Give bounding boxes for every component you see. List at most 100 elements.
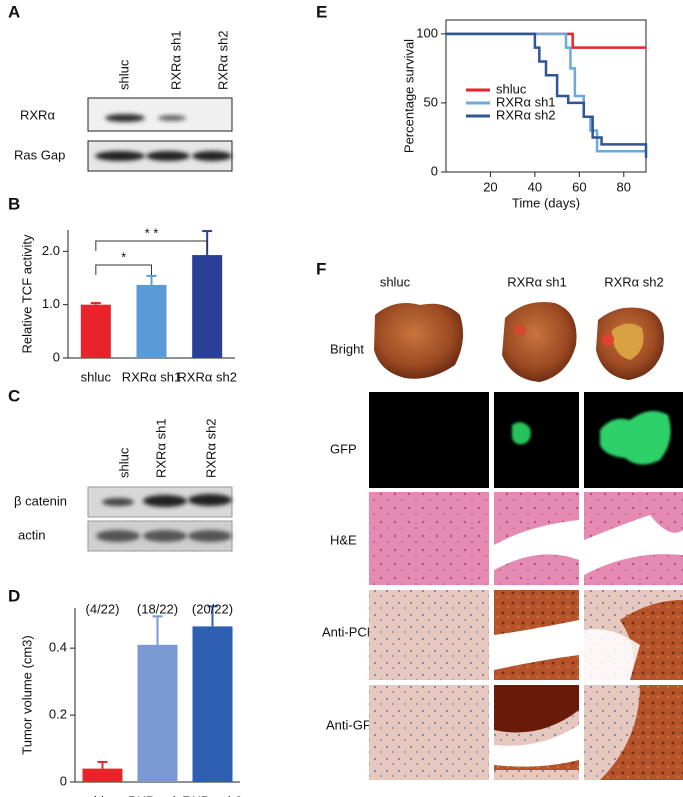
liver-image: [374, 302, 464, 379]
band: [143, 530, 187, 542]
annotation: * *: [145, 225, 159, 240]
blot-c: shluc RXRα sh1 RXRα sh2 β catenin actin: [14, 418, 233, 552]
x-tick-label: RXRα sh1: [122, 369, 182, 384]
y-tick-label: 1.0: [42, 296, 60, 311]
y-axis-label: Percentage survival: [401, 39, 416, 153]
bar: [136, 284, 167, 358]
lane-label: RXRα sh1: [168, 30, 183, 90]
tissue-gap: [494, 620, 579, 670]
lane-label: RXRα sh1: [153, 418, 168, 478]
tumor: [602, 334, 614, 346]
survival-line: [446, 32, 648, 159]
x-tick-label: RXRα sh2: [177, 369, 237, 384]
column-label: RXRα sh2: [604, 274, 664, 289]
lane-label: RXRα sh2: [215, 30, 230, 90]
plot-frame: [445, 19, 647, 173]
y-tick-label: 0: [60, 773, 67, 788]
legend-label: RXRα sh2: [496, 107, 556, 122]
survival-line: [446, 32, 646, 49]
legend-label: RXRα sh1: [496, 94, 556, 109]
panel-label: B: [8, 194, 20, 213]
band: [102, 498, 134, 506]
he-image: [369, 492, 489, 585]
y-tick-label: 0.4: [49, 640, 67, 655]
gfp-stain: [494, 685, 579, 733]
row-label: Anti-GFP: [326, 717, 379, 732]
significance-bracket: [95, 264, 152, 275]
band: [95, 151, 145, 161]
legend-label: shluc: [496, 81, 527, 96]
tissue-gap: [494, 520, 579, 570]
column-label: RXRα sh1: [507, 274, 567, 289]
row-label: β catenin: [14, 493, 67, 508]
bar: [137, 644, 178, 782]
band: [105, 114, 145, 122]
blot-a: shluc RXRα sh1 RXRα sh2 RXRα Ras Gap: [14, 30, 233, 172]
x-tick-label: 20: [483, 179, 497, 194]
tissue-gap: [494, 725, 579, 767]
band: [146, 151, 190, 161]
tissue-gap: [584, 629, 640, 680]
liver-image: [502, 302, 577, 382]
lane-label: shluc: [116, 59, 131, 90]
row-label: RXRα: [20, 107, 55, 122]
band: [188, 494, 232, 506]
y-tick-label: 100: [416, 25, 438, 40]
row-label: Ras Gap: [14, 147, 65, 162]
x-tick-label: 40: [528, 179, 542, 194]
band: [192, 151, 232, 161]
tissue-gap: [584, 515, 683, 575]
bar: [192, 626, 233, 782]
pcna-stain: [620, 600, 683, 680]
band: [96, 530, 140, 542]
panel-label: E: [316, 2, 327, 21]
y-tick-label: 0.2: [49, 707, 67, 722]
gfp-signal: [512, 422, 531, 445]
anti-gfp-image: [369, 685, 489, 780]
row-label: GFP: [330, 441, 357, 456]
panel-label: C: [8, 386, 20, 405]
y-tick-label: 2.0: [42, 243, 60, 258]
tumor: [612, 323, 644, 360]
x-tick-label: 80: [617, 179, 631, 194]
gfp-signal: [600, 411, 671, 465]
column-label: shluc: [380, 274, 411, 289]
pcna-image: [369, 590, 489, 680]
y-axis-label: Relative TCF activity: [19, 234, 34, 353]
bar: [82, 768, 123, 782]
lane-label: RXRα sh2: [203, 418, 218, 478]
row-label: H&E: [330, 532, 357, 547]
annotation: (18/22): [137, 601, 178, 616]
x-tick-label: RXRα sh2: [183, 793, 243, 797]
x-axis-label: Time (days): [512, 195, 580, 210]
band: [158, 115, 186, 121]
bar: [80, 304, 111, 358]
band: [143, 495, 187, 507]
gfp-image: [369, 392, 489, 488]
gfp-image: [494, 392, 579, 488]
x-tick-label: shluc: [81, 369, 112, 384]
y-tick-label: 0: [431, 163, 438, 178]
tumor: [514, 324, 526, 336]
panel-label: D: [8, 586, 20, 605]
x-tick-label: 60: [572, 179, 586, 194]
y-tick-label: 0: [53, 349, 60, 364]
lane-label: shluc: [116, 447, 131, 478]
panel-label: A: [8, 2, 20, 21]
x-tick-label: shluc: [87, 793, 118, 797]
annotation: *: [121, 249, 126, 264]
bar: [192, 255, 223, 358]
x-tick-label: RXRα sh1: [128, 793, 188, 797]
significance-bracket: [95, 240, 208, 251]
band: [188, 530, 232, 542]
y-tick-label: 50: [424, 94, 438, 109]
row-label: actin: [18, 527, 45, 542]
gfp-stain: [494, 760, 579, 770]
y-axis-label: Tumor volume (cm3): [19, 635, 34, 754]
blot-box: [87, 97, 233, 132]
row-label: Bright: [330, 341, 364, 356]
annotation: (20/22): [192, 601, 233, 616]
gfp-stain: [600, 685, 683, 780]
annotation: (4/22): [86, 601, 120, 616]
